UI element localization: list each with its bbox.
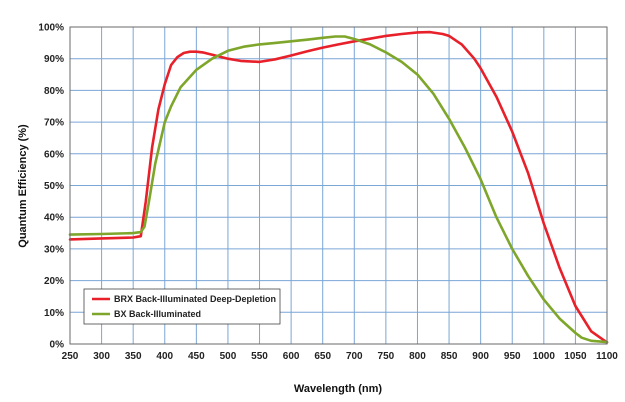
x-tick-label: 1050 — [564, 351, 587, 362]
x-tick-label: 400 — [156, 351, 173, 362]
series-line-brx — [68, 30, 609, 344]
x-tick-label: 1100 — [596, 351, 618, 362]
series-lines — [68, 30, 609, 344]
x-tick-labels: 250 300 350 400 450 500 550 600 650 700 750 800 850 9… — [62, 351, 619, 362]
y-tick-label: 10% — [44, 308, 64, 319]
x-tick-label: 500 — [220, 351, 237, 362]
y-tick-label: 90% — [44, 54, 64, 65]
x-tick-label: 650 — [314, 351, 331, 362]
y-tick-label: 100% — [38, 23, 64, 34]
legend-label-brx: BRX Back-Illuminated Deep-Depletion — [114, 294, 276, 304]
x-tick-label: 550 — [251, 351, 268, 362]
legend: BRX Back-Illuminated Deep-Depletion BX B… — [83, 288, 281, 325]
x-tick-label: 900 — [472, 351, 489, 362]
x-tick-label: 850 — [441, 351, 458, 362]
x-axis-title: Wavelength (nm) — [294, 383, 383, 395]
y-tick-label: 20% — [44, 276, 64, 287]
y-tick-label: 50% — [44, 181, 64, 192]
y-tick-label: 40% — [44, 213, 64, 224]
y-tick-label: 70% — [44, 118, 64, 129]
x-tick-label: 700 — [346, 351, 363, 362]
x-tick-label: 350 — [125, 351, 142, 362]
x-tick-label: 750 — [378, 351, 395, 362]
x-tick-label: 300 — [93, 351, 110, 362]
y-tick-label: 30% — [44, 244, 64, 255]
x-tick-label: 950 — [504, 351, 521, 362]
series-line-bx — [68, 35, 609, 344]
y-tick-label: 80% — [44, 86, 64, 97]
x-tick-label: 250 — [62, 351, 79, 362]
y-tick-label: 60% — [44, 149, 64, 160]
x-tick-label: 450 — [188, 351, 205, 362]
x-tick-label: 1000 — [533, 351, 556, 362]
x-tick-label: 800 — [409, 351, 426, 362]
y-tick-labels: 0% 10% 20% 30% 40% 50% 60% 70% 80% 90% 100% — [38, 23, 64, 351]
legend-label-bx: BX Back-Illuminated — [114, 309, 201, 319]
y-tick-label: 0% — [50, 340, 65, 351]
y-axis-title: Quantum Efficiency (%) — [17, 124, 29, 248]
plot-frame — [69, 26, 608, 345]
legend-box — [83, 288, 281, 325]
x-tick-label: 600 — [283, 351, 300, 362]
